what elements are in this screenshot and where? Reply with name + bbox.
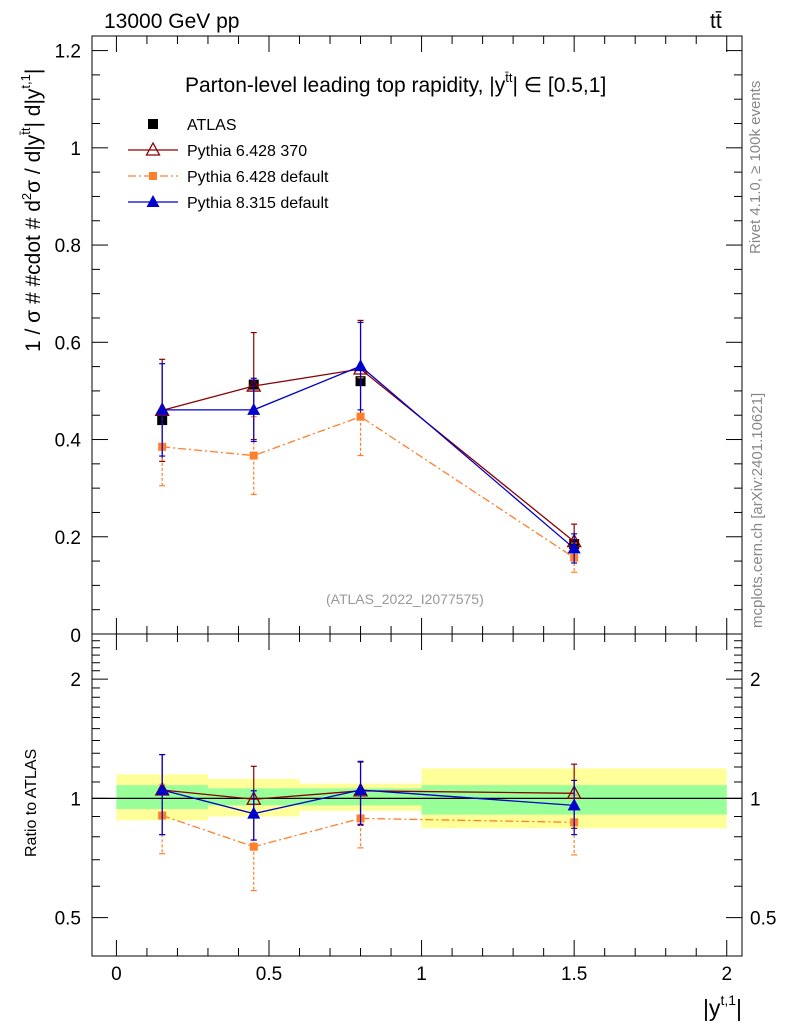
main-line-py6_370 (162, 368, 575, 543)
main-line-py6_default (162, 415, 575, 559)
ratio-y-axis-label: Ratio to ATLAS (23, 749, 40, 857)
ratio-x-axis-label: |yt,1| (703, 992, 742, 1021)
analysis-watermark: (ATLAS_2022_I2077575) (326, 591, 484, 607)
ratio-plot-frame (91, 633, 743, 957)
main-point-py6_default (249, 451, 258, 460)
ratio-x-tick-label: 0 (111, 964, 122, 985)
main-line-py8_default (162, 365, 575, 549)
main-point-py8_default (247, 402, 261, 415)
main-series-py8_default (155, 321, 581, 564)
main-point-py8_default (567, 541, 581, 554)
main-y-tick-label-zero: 0 (70, 626, 81, 647)
ratio-line-py8_default (162, 789, 575, 815)
ratio-point-py8_default (247, 806, 261, 819)
ratio-line-py6_370 (162, 789, 575, 800)
main-plot-panel: 0.2 0.4 0.6 0.8 1 1.2 Parton-level leading to… (18, 35, 743, 647)
main-y-tick-label: 0.8 (55, 236, 81, 257)
main-axis-ticks: 0.2 0.4 0.6 0.8 1 1.2 (55, 36, 742, 634)
rivet-label: Rivet 4.1.0, ≥ 100k events (747, 81, 764, 254)
ratio-y-tick-label-right: 2 (750, 670, 761, 691)
legend-marker-py8_default (146, 195, 160, 207)
main-y-tick-label: 1.2 (55, 42, 81, 63)
ratio-line-py6_default (161, 814, 575, 848)
ratio-point-py8_default (155, 782, 169, 795)
ratio-x-tick-label: 1.5 (561, 964, 587, 985)
main-point-py8_default (155, 402, 169, 415)
energy-label: 13000 GeV pp (104, 10, 239, 33)
mcplots-label: mcplots.cern.ch [arXiv:2401.10621] (749, 393, 766, 628)
legend-label-py6_370: Pythia 6.428 370 (187, 143, 307, 160)
main-y-tick-label: 1 (70, 139, 81, 160)
ratio-y-tick-label: 0.5 (55, 909, 81, 930)
ratio-point-py8_default (567, 798, 581, 811)
legend-marker-atlas (148, 119, 158, 129)
main-series-atlas (157, 376, 580, 550)
process-label: tt̄ (710, 10, 722, 33)
ratio-point-py8_default (354, 782, 368, 795)
main-series-py6_default (158, 377, 579, 573)
legend-label-atlas: ATLAS (187, 117, 237, 134)
ratio-x-tick-label: 2 (721, 964, 732, 985)
legend-label-py8_default: Pythia 8.315 default (187, 195, 329, 212)
ratio-data-series (154, 753, 582, 892)
ratio-y-tick-label: 2 (70, 670, 81, 691)
legend-marker-py6_370 (145, 141, 161, 156)
ratio-x-tick-label: 1 (416, 964, 427, 985)
ratio-x-tick-label: 0.5 (256, 964, 282, 985)
main-y-tick-label: 0.6 (55, 333, 81, 354)
ratio-y-tick-label: 1 (70, 789, 81, 810)
main-y-axis-label: 1 / σ # #cdot # d2σ / d|yt̄t| d|yt,1| (18, 69, 45, 352)
main-y-tick-label: 0.4 (55, 431, 82, 452)
main-point-py6_default (356, 412, 365, 421)
ratio-plot-panel: 0.5 0.5 1 1 2 2 0 0.5 1 1.5 2 Ratio to ATLAS |yt,1… (23, 633, 776, 1021)
ratio-axis-ticks: 0.5 0.5 1 1 2 2 0 0.5 1 1.5 2 (55, 634, 776, 985)
main-series-py6_370 (154, 319, 582, 560)
legend-label-py6_default: Pythia 6.428 default (187, 169, 329, 186)
legend-marker-py6_default (149, 172, 157, 180)
main-data-series (154, 319, 582, 573)
ratio-y-tick-label-right: 1 (750, 789, 761, 810)
main-y-tick-label: 0.2 (55, 528, 81, 549)
main-point-py8_default (354, 359, 368, 372)
main-plot-title: Parton-level leading top rapidity, |yt̄t… (185, 70, 606, 97)
ratio-series-py8_default (155, 753, 581, 841)
legend: ATLAS Pythia 6.428 370 Pythia 6.428 defaul… (128, 117, 329, 212)
ratio-point-py6_default (249, 842, 258, 851)
ratio-y-tick-label-right: 0.5 (750, 909, 776, 930)
